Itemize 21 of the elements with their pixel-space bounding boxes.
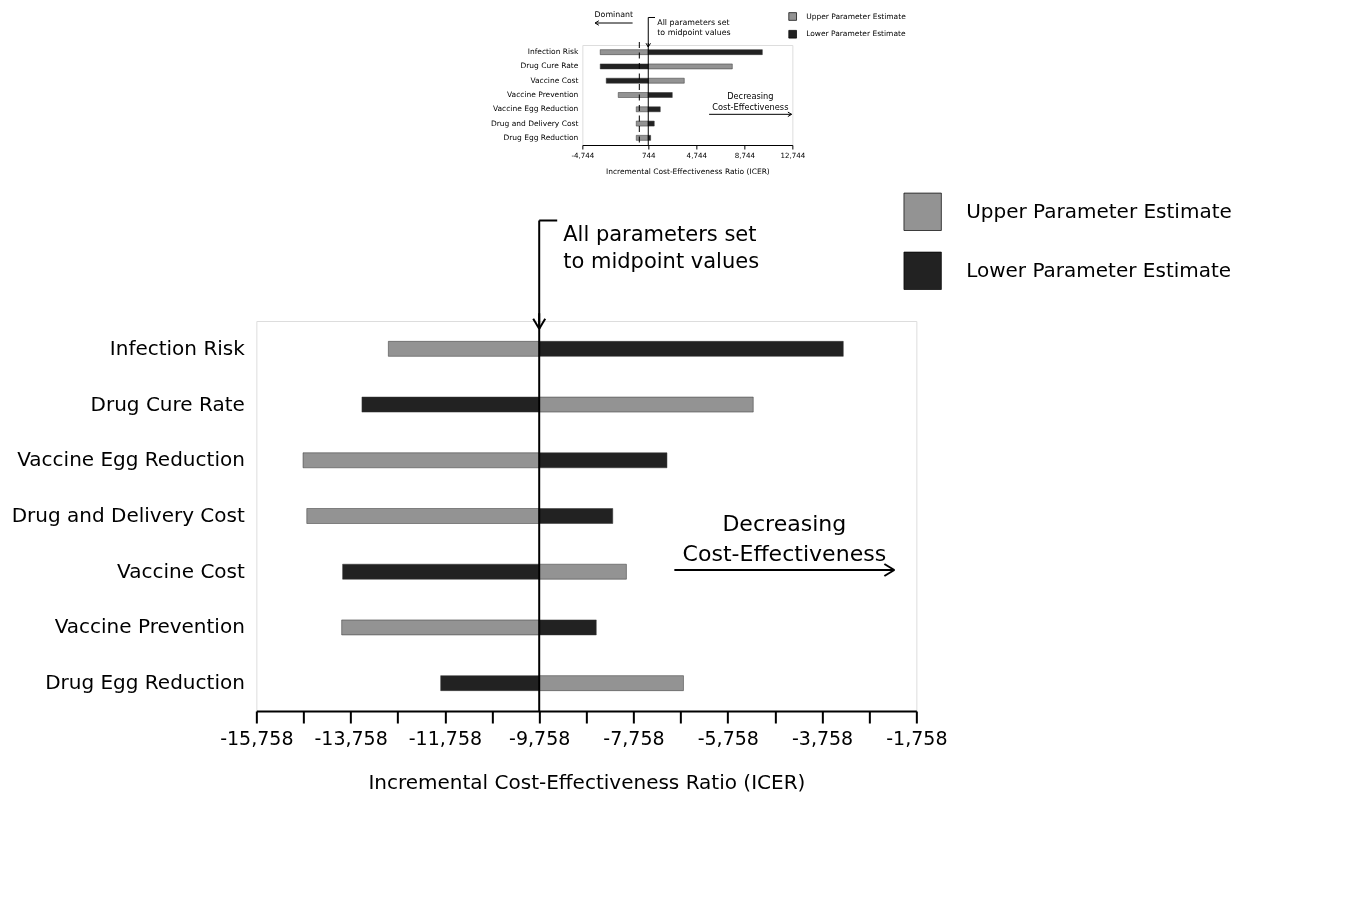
x-tick-label: -3,758: [791, 726, 854, 749]
annotation: Decreasing Cost-Effectiveness: [712, 91, 789, 113]
ref-line-label: All parameters set to midpoint values: [563, 222, 760, 274]
y-tick-label: Vaccine Prevention: [54, 614, 245, 639]
x-axis-title: Incremental Cost-Effectiveness Ratio (ICER): [368, 769, 806, 794]
y-tick-label: Drug Egg Reduction: [45, 670, 245, 695]
x-tick-label: -15,758: [220, 726, 294, 749]
y-tick-label: Infection Risk: [109, 335, 246, 360]
y-tick-label: Vaccine Egg Reduction: [17, 447, 245, 472]
y-tick-label: Vaccine Cost: [117, 558, 246, 583]
legend-label: Upper Parameter Estimate: [966, 198, 1232, 223]
x-tick-label: -11,758: [408, 726, 483, 749]
x-tick-label: -7,758: [603, 726, 665, 749]
x-tick-label: -1,758: [886, 726, 948, 749]
legend-label: Lower Parameter Estimate: [966, 257, 1232, 282]
x-tick-label: -9,758: [509, 726, 571, 749]
y-tick-label: Drug and Delivery Cost: [11, 503, 245, 527]
y-tick-label: Drug Cure Rate: [90, 391, 245, 416]
annotation: Decreasing Cost-Effectiveness: [682, 510, 887, 567]
x-tick-label: -13,758: [314, 726, 388, 749]
x-tick-label: -5,758: [697, 726, 759, 749]
